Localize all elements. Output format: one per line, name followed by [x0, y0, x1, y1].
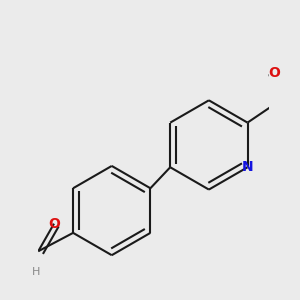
Text: O: O — [48, 217, 60, 231]
Text: O: O — [268, 66, 280, 80]
Text: H: H — [32, 267, 40, 277]
Text: N: N — [242, 160, 253, 174]
